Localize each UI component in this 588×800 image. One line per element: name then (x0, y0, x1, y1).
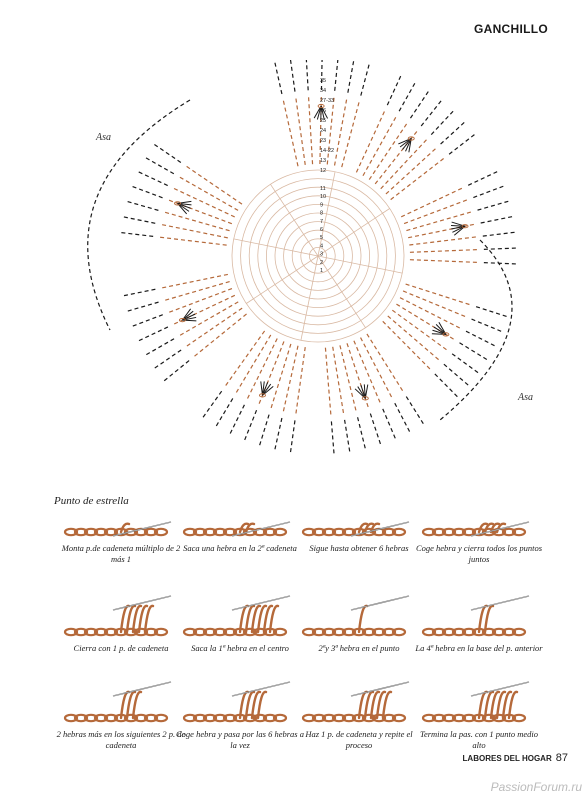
row-number: 24 (320, 128, 326, 134)
stitch-step-caption: La 4ª hebra en la base del p. anterior (415, 643, 543, 653)
stitch-step: 2ªy 3ª hebra en el punto (294, 586, 424, 654)
row-number: 11 (320, 186, 326, 192)
crochet-chart-svg: 35 34 27-33 26 25 24 23 14-22 13 12 11 10 9 8 7 6 5 4 3 2 1 (87, 56, 518, 456)
row-number: 9 (320, 202, 323, 208)
stitch-illustration (63, 521, 172, 537)
stitch-step: Coge hebra y pasa por las 6 hebras a la … (175, 672, 305, 751)
stitch-illustration (301, 681, 410, 723)
stitch-step: Monta p.de cadeneta múltiplo de 2 más 1 (56, 514, 186, 565)
stitch-step: Cierra con 1 p. de cadeneta (56, 586, 186, 654)
stitch-illustration (421, 595, 530, 637)
row-number: 35 (320, 78, 326, 84)
row-number: 1 (320, 268, 323, 274)
page-number: 87 (555, 752, 568, 764)
magazine-name: LABORES DEL HOGAR (462, 754, 552, 763)
row-number: 23 (320, 138, 326, 144)
row-number: 7 (320, 219, 323, 225)
row-number: 2 (320, 260, 323, 266)
stitch-step: 2 hebras más en los siguientes 2 p. de c… (56, 672, 186, 751)
stitch-illustration (182, 595, 291, 637)
stitch-step-caption: Saca una hebra en la 2ª cadeneta (183, 543, 297, 553)
row-number: 27-33 (320, 98, 334, 104)
row-number: 34 (320, 88, 326, 94)
handle-label-right: Asa (518, 392, 533, 403)
row-number: 26 (320, 108, 326, 114)
stitch-step: Sigue hasta obtener 6 hebras (294, 514, 424, 554)
row-number: 5 (320, 235, 323, 241)
row-number: 4 (320, 243, 323, 249)
watermark: PassionForum.ru (490, 780, 582, 794)
stitch-step-caption: Monta p.de cadeneta múltiplo de 2 más 1 (61, 543, 181, 564)
stitch-step: Saca una hebra en la 2ª cadeneta (175, 514, 305, 554)
stitch-step-caption: Saca la 1ª hebra en el centro (191, 643, 289, 653)
stitch-step: La 4ª hebra en la base del p. anterior (414, 586, 544, 654)
stitch-illustration (421, 681, 530, 723)
stitch-step-caption: Cierra con 1 p. de cadeneta (73, 643, 169, 653)
row-number: 3 (320, 252, 323, 258)
row-number: 13 (320, 158, 326, 164)
stitch-illustration (182, 521, 291, 537)
stitch-illustration (301, 521, 410, 537)
row-number: 12 (320, 168, 326, 174)
row-number: 6 (320, 227, 323, 233)
stitch-step-caption: Termina la pas. con 1 punto medio alto (420, 729, 538, 750)
stitch-step-caption: Coge hebra y pasa por las 6 hebras a la … (176, 729, 304, 750)
crochet-chart: 35 34 27-33 26 25 24 23 14-22 13 12 11 10 9 8 7 6 5 4 3 2 1 (0, 56, 588, 480)
stitch-step-caption: Coge hebra y cierra todos los puntos jun… (415, 543, 543, 564)
page-footer: LABORES DEL HOGAR 87 (463, 752, 568, 764)
section-header: GANCHILLO (473, 22, 548, 36)
stitch-step-caption: 2 hebras más en los siguientes 2 p. de c… (56, 729, 186, 750)
row-number: 10 (320, 194, 326, 200)
stitch-illustration (301, 595, 410, 637)
stitch-step-caption: Haz 1 p. de cadeneta y repite el proceso (305, 729, 413, 750)
stitch-step: Termina la pas. con 1 punto medio alto (414, 672, 544, 751)
stitch-section-title: Punto de estrella (54, 495, 129, 507)
stitch-illustration (63, 681, 172, 723)
row-number: 14-22 (320, 148, 334, 154)
stitch-step-caption: Sigue hasta obtener 6 hebras (309, 543, 409, 553)
row-number: 25 (320, 118, 326, 124)
stitch-step: Coge hebra y cierra todos los puntos jun… (414, 514, 544, 565)
stitch-illustration (63, 595, 172, 637)
row-number: 8 (320, 211, 323, 217)
stitch-step-caption: 2ªy 3ª hebra en el punto (318, 643, 400, 653)
stitch-illustration (421, 521, 530, 537)
stitch-step: Haz 1 p. de cadeneta y repite el proceso (294, 672, 424, 751)
stitch-step: Saca la 1ª hebra en el centro (175, 586, 305, 654)
handle-label-left: Asa (96, 132, 111, 143)
stitch-illustration (182, 681, 291, 723)
